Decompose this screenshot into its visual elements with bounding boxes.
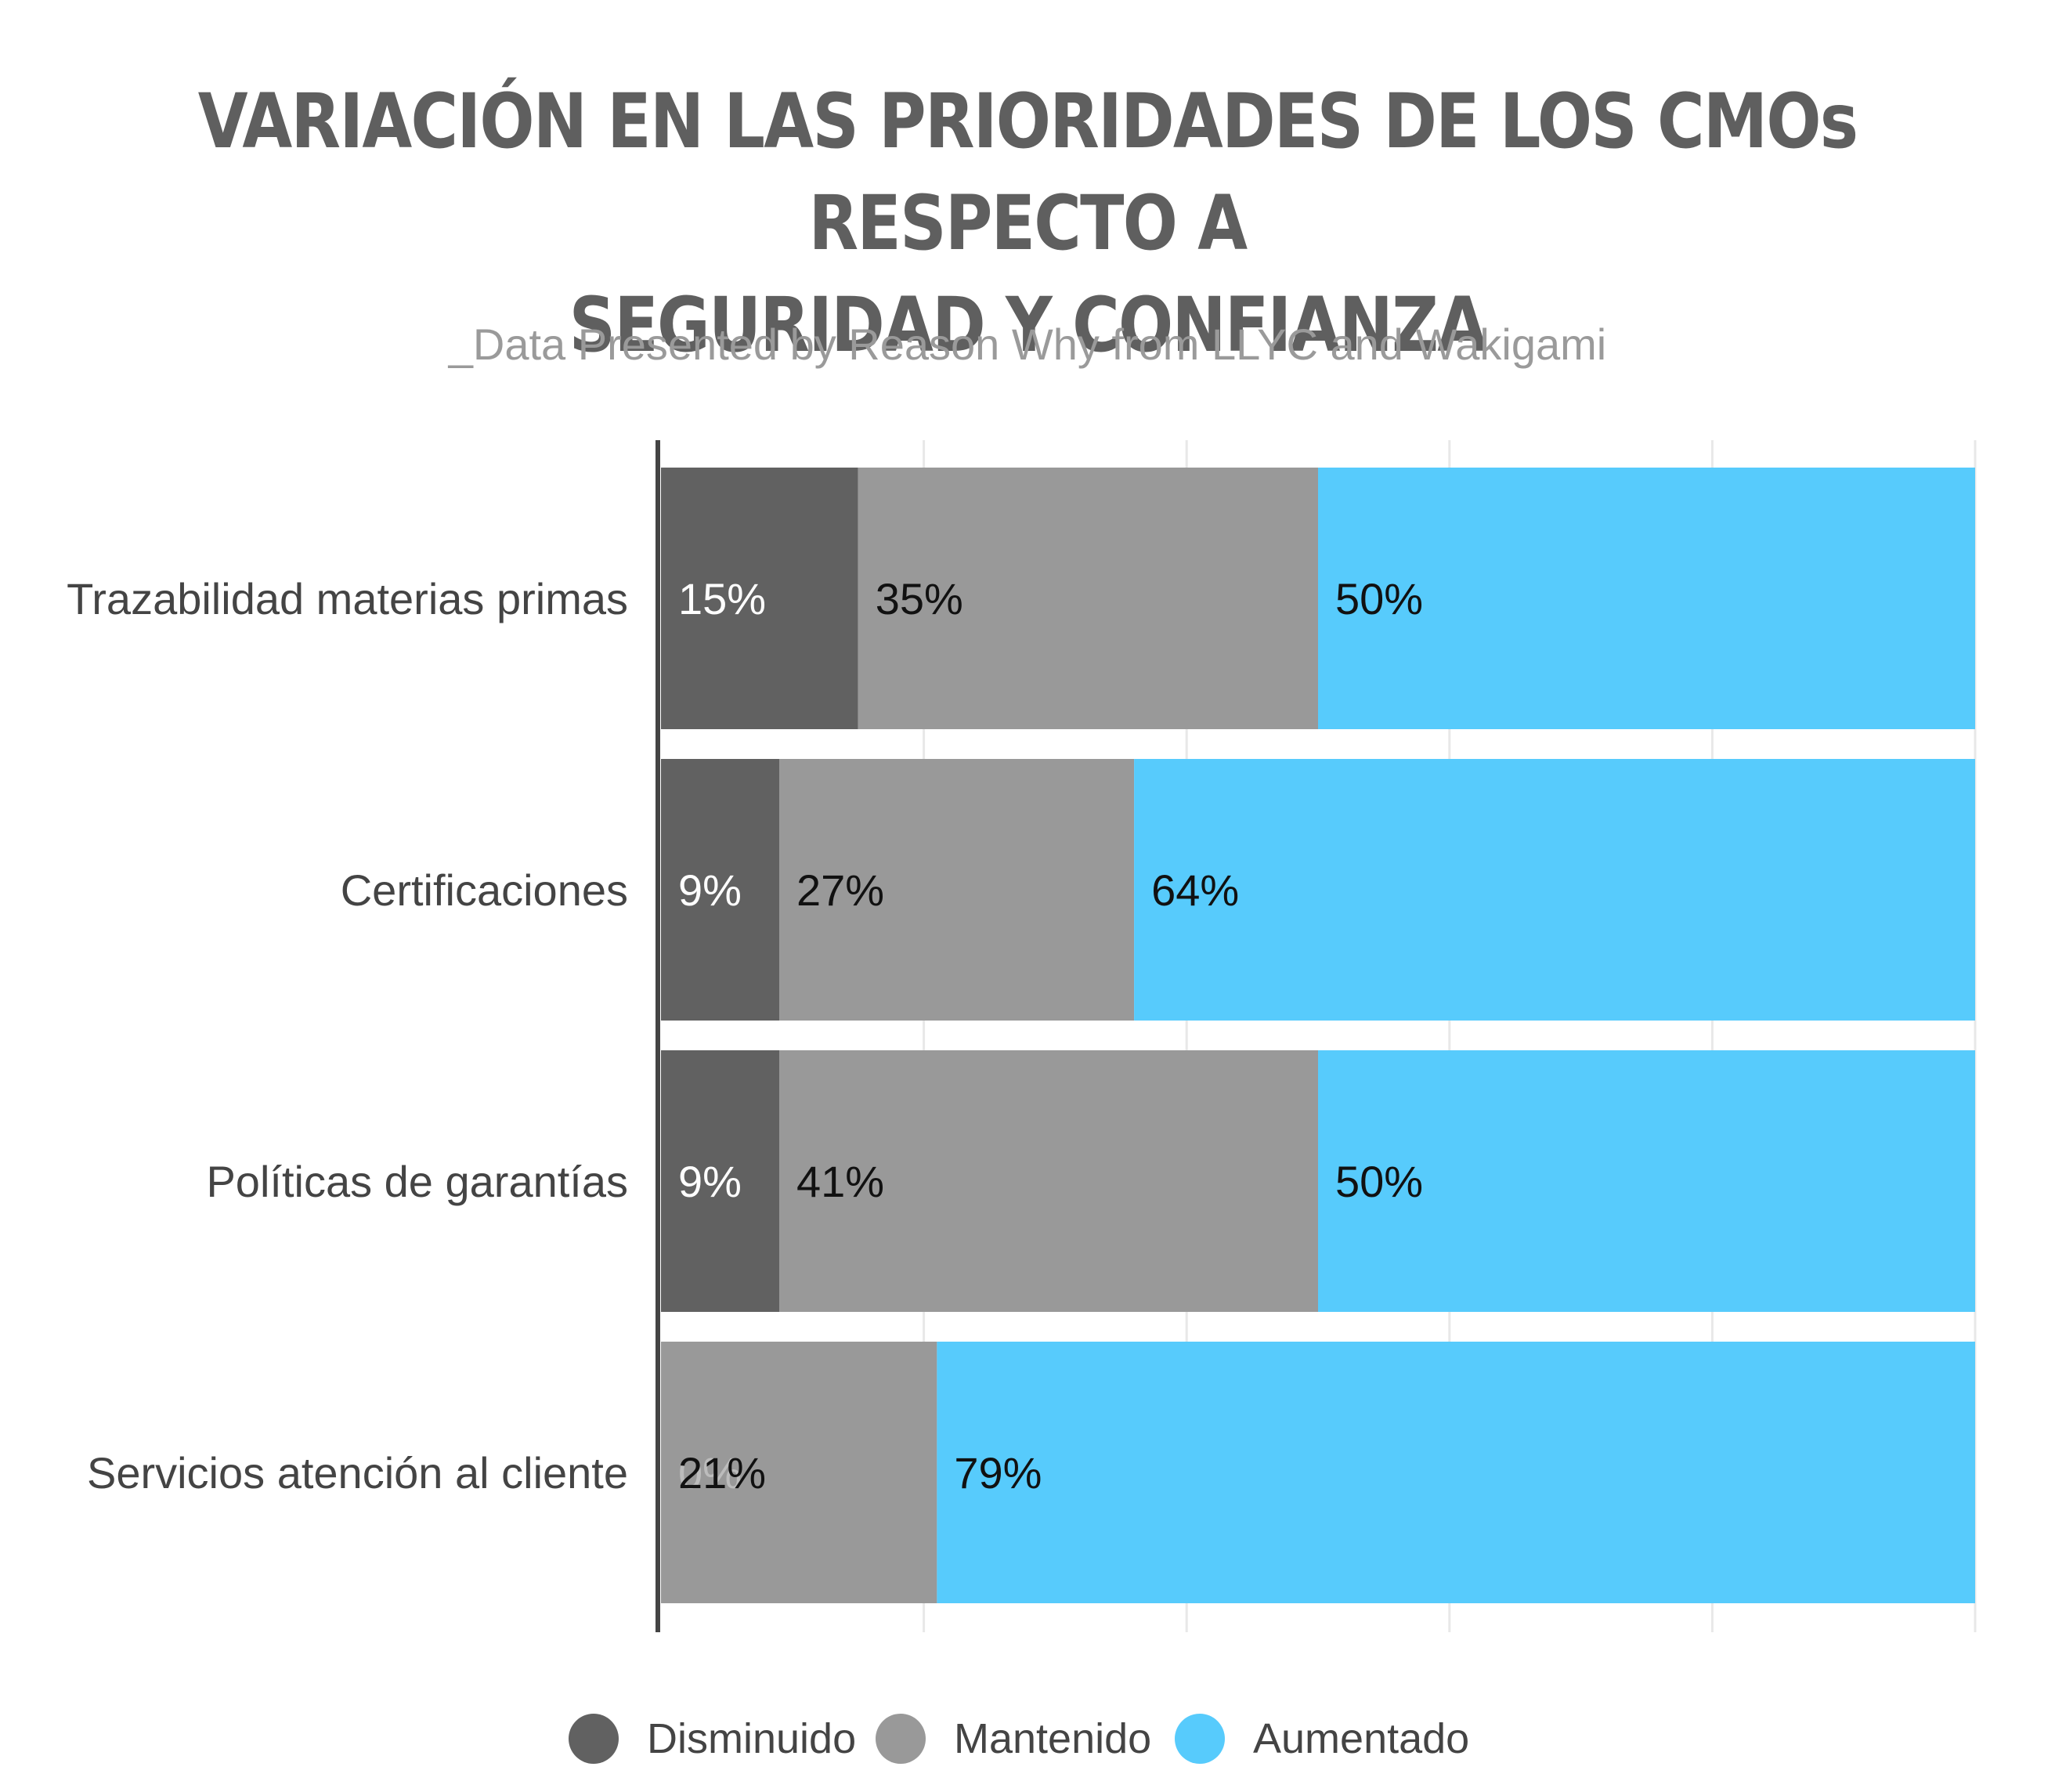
bar-disminuido (661, 1050, 780, 1312)
category-label: Trazabilidad materias primas (67, 574, 628, 623)
data-label: 27% (796, 865, 884, 915)
legend-label: Mantenido (954, 1715, 1151, 1762)
bar-mantenido (661, 1342, 937, 1603)
data-labels: 15% 35% 50% 9% 27% 64% 9% 41% 50% 0%21% 79% (678, 574, 1423, 1498)
category-label: Servicios atención al cliente (87, 1448, 628, 1498)
bar-mantenido (779, 759, 1135, 1021)
data-label: 15% (678, 574, 766, 623)
chart-title: VARIACIÓN EN LAS PRIORIDADES DE LOS CMOs… (144, 70, 1912, 376)
bars (661, 468, 1975, 1603)
bar-aumentado (1318, 1050, 1975, 1312)
legend-label: Aumentado (1253, 1715, 1469, 1762)
data-label: 64% (1151, 865, 1239, 915)
data-label: 41% (796, 1157, 884, 1206)
data-label: 9% (678, 1157, 742, 1206)
chart-title-line-1: VARIACIÓN EN LAS PRIORIDADES DE LOS CMOs… (197, 78, 1858, 267)
chart-title-line-2: SEGURIDAD Y CONFIANZA (569, 281, 1488, 369)
data-label: 21% (678, 1448, 766, 1498)
legend: Disminuido Mantenido Aumentado (569, 1714, 1469, 1764)
data-label: 35% (876, 574, 963, 623)
data-label: 9% (678, 865, 742, 915)
category-label: Políticas de garantías (206, 1157, 628, 1206)
category-label: Certificaciones (341, 865, 628, 915)
legend-swatch (1175, 1714, 1225, 1764)
bar-mantenido (858, 468, 1318, 729)
data-label: 79% (954, 1448, 1042, 1498)
bar-aumentado (1134, 759, 1975, 1021)
legend-swatch (876, 1714, 926, 1764)
bar-aumentado (937, 1342, 1975, 1603)
legend-label: Disminuido (647, 1715, 856, 1762)
chart-subtitle: _Data Presented by Reason Why from LLYC … (448, 320, 1607, 369)
data-label: 0% (678, 1448, 742, 1498)
bar-aumentado (1318, 468, 1975, 729)
data-label: 50% (1335, 1157, 1423, 1206)
bar-disminuido (661, 468, 858, 729)
category-labels: Trazabilidad materias primas Certificacio… (67, 574, 628, 1498)
legend-swatch (569, 1714, 619, 1764)
bar-disminuido (661, 759, 780, 1021)
bar-mantenido (779, 1050, 1318, 1312)
data-label: 50% (1335, 574, 1423, 623)
